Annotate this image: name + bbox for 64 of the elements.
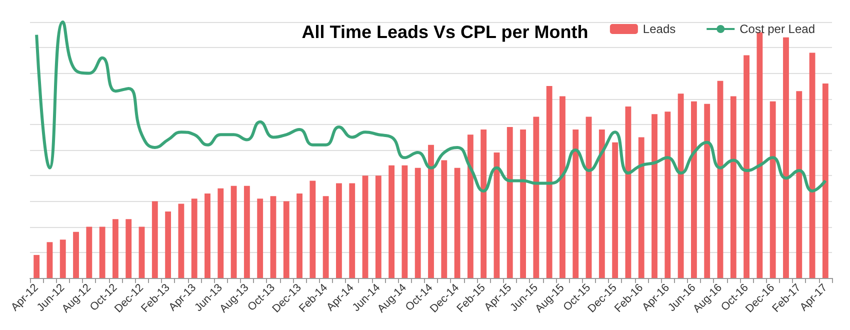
bar: [178, 204, 184, 278]
bar: [506, 126, 513, 278]
bar: [586, 116, 592, 278]
legend-label: Leads: [642, 22, 676, 36]
bar: [388, 165, 395, 278]
bar: [730, 96, 736, 278]
bar: [638, 137, 644, 278]
bar: [244, 186, 250, 278]
bar: [230, 186, 237, 278]
bar: [572, 130, 579, 278]
bar: [218, 188, 224, 278]
bar: [809, 52, 816, 278]
bar: [362, 176, 368, 278]
bar: [126, 219, 132, 278]
bar: [191, 198, 198, 278]
bar: [546, 86, 552, 278]
bar: [717, 80, 724, 278]
bar: [678, 94, 684, 278]
bar: [375, 176, 382, 278]
bar: [783, 37, 789, 278]
bar: [467, 134, 474, 278]
bar: [560, 96, 566, 278]
bar: [756, 32, 763, 278]
bar: [336, 183, 342, 278]
bar: [598, 130, 605, 278]
bar: [664, 112, 671, 278]
bar: [270, 196, 276, 278]
legend-label: Cost per Lead: [740, 22, 816, 36]
bar: [46, 242, 53, 278]
bar: [138, 226, 145, 278]
bar: [744, 55, 750, 278]
bar: [257, 198, 264, 278]
bar: [428, 144, 434, 278]
chart-title: All Time Leads Vs CPL per Month: [302, 22, 588, 42]
bar: [822, 83, 828, 278]
bar: [402, 165, 408, 278]
bar: [796, 91, 802, 278]
bar: [625, 106, 632, 278]
bar: [34, 254, 40, 278]
bar: [520, 130, 526, 278]
bar: [283, 201, 290, 278]
bar: [310, 180, 316, 278]
bar: [349, 183, 356, 278]
bar: [165, 211, 172, 278]
bar: [99, 226, 106, 278]
bar: [480, 130, 487, 278]
bar: [86, 226, 92, 278]
bar: [152, 201, 158, 278]
bar: [533, 116, 540, 278]
bar: [296, 194, 302, 278]
bar: [704, 104, 710, 278]
bar: [690, 101, 697, 278]
bar: [322, 196, 329, 278]
bar: [112, 219, 118, 278]
bar: [494, 152, 500, 278]
bar: [414, 168, 421, 278]
bar: [441, 160, 448, 278]
bar: [204, 194, 210, 278]
bar: [770, 101, 776, 278]
bar: [73, 232, 79, 278]
bar: [60, 240, 66, 278]
bar: [612, 142, 618, 278]
bar: [454, 168, 460, 278]
bar: [652, 114, 658, 278]
